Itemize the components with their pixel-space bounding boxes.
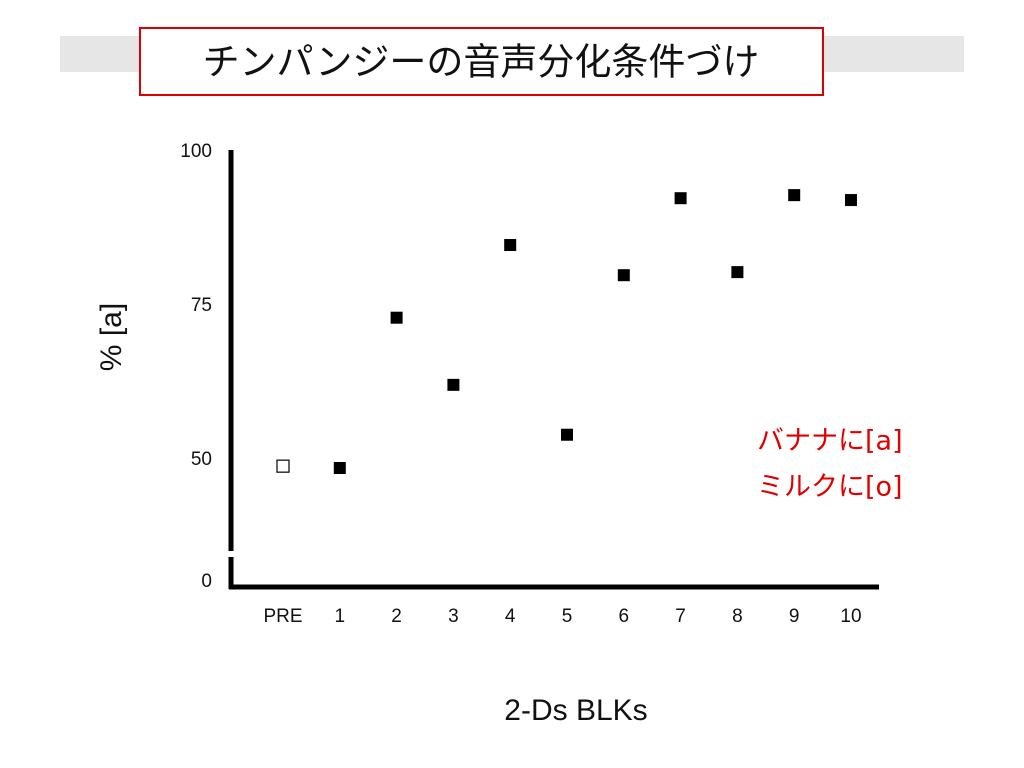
title-box: [139, 27, 824, 96]
x-axis-label: 2-Ds BLKs: [504, 694, 647, 727]
data-point: [390, 311, 403, 324]
annotation: バナナに[a]: [757, 426, 903, 457]
data-point: [504, 239, 517, 252]
x-tick-label: 5: [562, 606, 573, 627]
data-point: [447, 378, 460, 391]
x-tick-label: PRE: [263, 606, 302, 627]
chart-title: チンパンジーの音声分化条件づけ: [203, 41, 760, 84]
x-tick-label: 6: [619, 606, 630, 627]
data-point: [845, 194, 857, 207]
y-tick-label: 100: [180, 141, 212, 162]
x-tick-label: 4: [505, 606, 516, 627]
data-point: [561, 428, 573, 441]
y-tick-label: 0: [201, 571, 212, 592]
data-point: [731, 266, 744, 279]
x-tick-label: 1: [335, 606, 346, 627]
y-tick-label: 75: [191, 295, 212, 316]
x-tick-label: 9: [789, 606, 800, 627]
data-point: [674, 192, 687, 205]
data-point: [276, 459, 290, 473]
x-tick-label: 7: [675, 606, 686, 627]
data-point: [333, 462, 346, 475]
x-tick-label: 2: [391, 606, 402, 627]
y-tick-label: 50: [191, 449, 212, 470]
x-tick-label: 3: [448, 606, 459, 627]
x-tick-label: 10: [840, 606, 861, 627]
annotation: ミルクに[o]: [757, 472, 903, 503]
data-point: [617, 269, 630, 282]
y-axis-label: % [a]: [95, 303, 128, 371]
data-point: [788, 189, 801, 202]
x-tick-label: 8: [732, 606, 743, 627]
